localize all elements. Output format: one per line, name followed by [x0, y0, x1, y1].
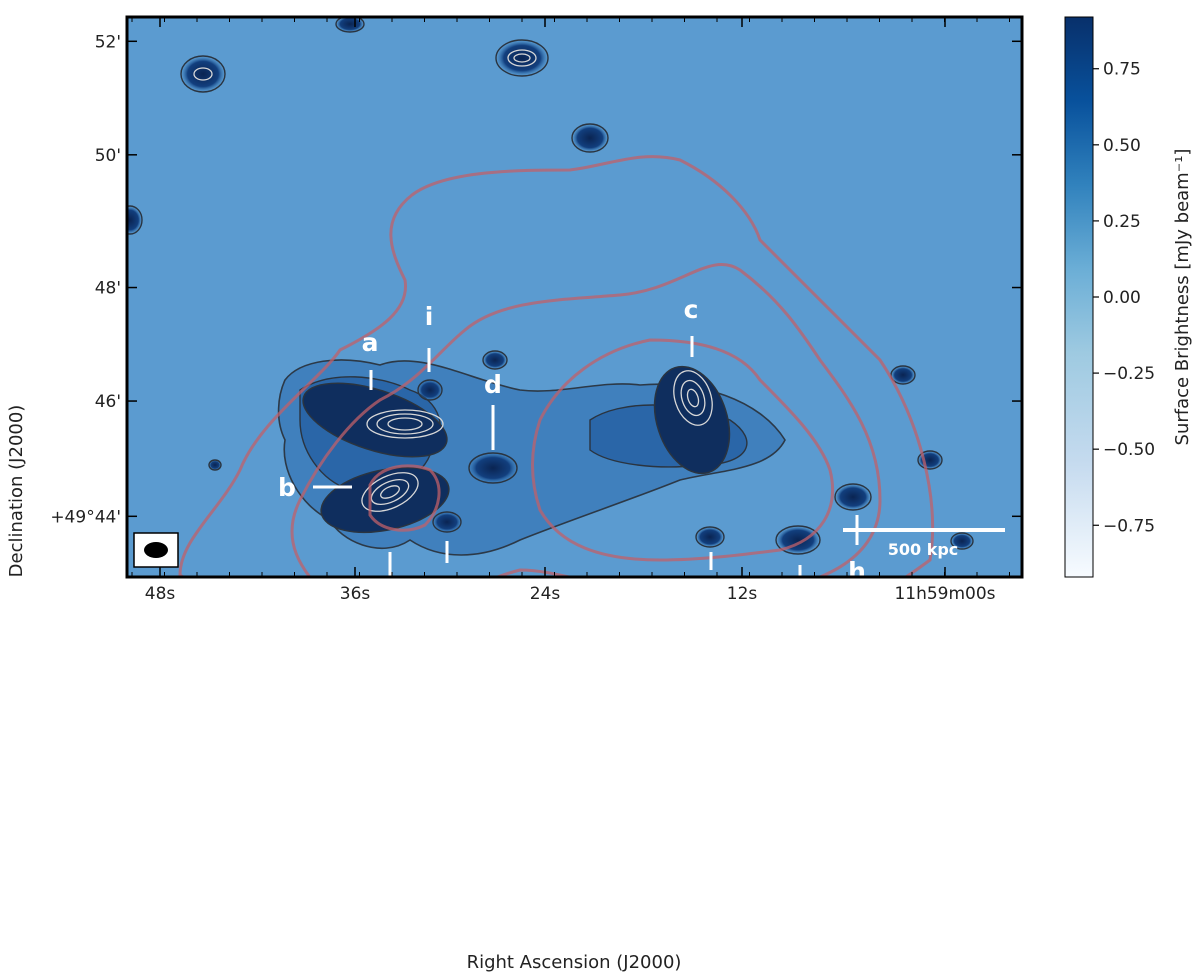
beam-inset: [133, 532, 179, 568]
source-label-k: k: [439, 575, 457, 604]
galaxy-c: [653, 365, 731, 475]
source-label-i: i: [425, 302, 434, 331]
colorbar-tick-label: 0.25: [1103, 212, 1141, 232]
source-markers: [313, 336, 859, 577]
colorbar: 0.75 0.50 0.25 0.00 −0.25 −0.50 −0.75 Surface …: [1064, 16, 1193, 578]
x-tick-label: 48s: [145, 584, 176, 604]
colorbar-ticks: 0.75 0.50 0.25 0.00 −0.25 −0.50 −0.75: [1093, 60, 1155, 536]
colorbar-tick-label: −0.50: [1103, 440, 1155, 460]
source-label-j: j: [380, 573, 390, 602]
scale-bar: 500 kpc: [843, 528, 1005, 559]
y-tick-label: +49°44': [50, 507, 121, 527]
x-tick-label: 36s: [340, 584, 371, 604]
x-axis-title: Right Ascension (J2000): [467, 952, 682, 973]
radio-map: a b c d e f g h i j k 500 kpc: [127, 17, 1022, 670]
colorbar-tick-label: 0.00: [1103, 288, 1141, 308]
scale-bar-label: 500 kpc: [888, 540, 959, 559]
x-tick-label: 11h59m00s: [894, 584, 995, 604]
source-labels: a b c d e f g h i j k: [278, 295, 866, 670]
y-tick-label: 48': [95, 279, 121, 299]
source-label-e: e: [625, 641, 642, 670]
y-axis-title: Declination (J2000): [6, 405, 27, 578]
colorbar-title: Surface Brightness [mJy beam⁻¹]: [1172, 149, 1193, 446]
source-label-f: f: [703, 575, 715, 604]
source-label-h: h: [848, 557, 866, 586]
galaxy-a: [302, 382, 448, 458]
y-tick-label: 46': [95, 392, 121, 412]
colorbar-tick-label: −0.25: [1103, 364, 1155, 384]
colorbar-tick-label: 0.75: [1103, 60, 1141, 80]
plot-frame: [125, 15, 1024, 579]
source-label-b: b: [278, 473, 296, 502]
y-tick-label: 52': [95, 32, 121, 52]
source-label-g: g: [791, 607, 809, 636]
source-label-a: a: [362, 328, 379, 357]
x-tick-label: 24s: [530, 584, 561, 604]
y-axis: 52' 50' 48' 46' +49°44': [50, 32, 1022, 527]
source-label-c: c: [684, 295, 699, 324]
galaxy-b: [320, 466, 450, 534]
colorbar-tick-label: 0.50: [1103, 136, 1141, 156]
colorbar-tick-label: −0.75: [1103, 516, 1155, 536]
x-tick-label: 12s: [727, 584, 758, 604]
x-axis: 48s 36s 24s 12s 11h59m00s: [131, 17, 1010, 604]
y-tick-label: 50': [95, 146, 121, 166]
xray-contours: [178, 155, 934, 577]
source-label-d: d: [484, 370, 502, 399]
bright-cores: [193, 49, 537, 81]
